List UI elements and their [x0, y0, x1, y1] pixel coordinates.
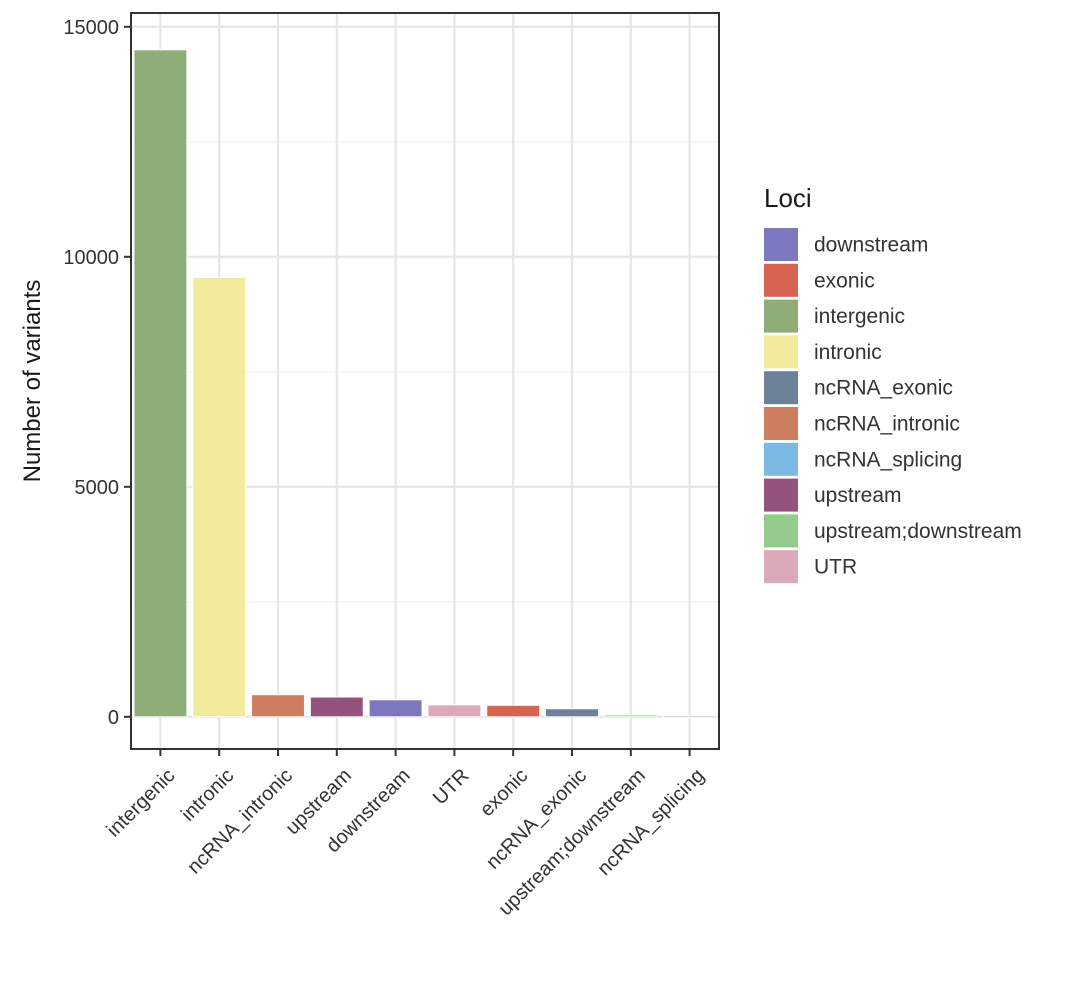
legend-label: ncRNA_exonic — [814, 377, 953, 400]
legend-key — [764, 228, 798, 261]
legend-key — [764, 407, 798, 440]
x-tick-label: intergenic — [103, 765, 180, 842]
legend-key — [764, 263, 798, 297]
legend-key — [764, 550, 798, 584]
grid-lines — [131, 13, 719, 749]
x-tick-label: exonic — [476, 765, 532, 821]
y-tick-label: 15000 — [63, 17, 119, 39]
bar-exonic — [486, 704, 541, 718]
legend-key — [764, 514, 798, 548]
bar-ncrna-intronic — [251, 694, 305, 718]
bar-upstream — [309, 696, 364, 718]
bar-utr — [427, 704, 482, 718]
bar-ncrna-exonic — [545, 708, 599, 718]
x-axis: intergenicintronicncRNA_intronicupstream… — [103, 749, 709, 920]
legend-label: downstream — [814, 234, 928, 257]
plot-border — [130, 12, 720, 750]
bar-intergenic — [133, 49, 188, 718]
legend-key — [764, 442, 798, 476]
legend-label: intronic — [814, 341, 882, 364]
x-tick-label: ncRNA_intronic — [183, 765, 297, 879]
legend-key — [764, 299, 798, 333]
legend: Loci downstream exonic intergenic intronic n… — [764, 183, 1022, 584]
legend-key — [764, 335, 798, 369]
legend-label: upstream — [814, 484, 902, 507]
y-axis-title: Number of variants — [19, 280, 46, 483]
x-tick-label: ncRNA_exonic — [482, 765, 591, 874]
bar-ncrna-splicing — [662, 715, 717, 718]
y-tick-label: 0 — [108, 707, 119, 729]
legend-label: ncRNA_splicing — [814, 448, 962, 471]
legend-key — [764, 478, 798, 512]
legend-key — [764, 371, 798, 405]
legend-label: upstream;downstream — [814, 520, 1022, 543]
y-tick-label: 5000 — [75, 477, 120, 499]
legend-label: UTR — [814, 556, 857, 579]
bar-downstream — [368, 699, 423, 718]
x-tick-label: UTR — [429, 765, 474, 810]
y-tick-label: 10000 — [63, 247, 119, 269]
bar-intronic — [192, 277, 247, 718]
legend-title: Loci — [764, 183, 812, 213]
legend-label: intergenic — [814, 305, 905, 328]
legend-label: ncRNA_intronic — [814, 413, 960, 436]
y-axis: 0 5000 10000 15000 — [63, 17, 131, 729]
x-tick-label: ncRNA_splicing — [593, 765, 708, 880]
legend-label: exonic — [814, 269, 875, 292]
bars — [133, 49, 717, 718]
bar-upstream-downstream — [603, 714, 658, 718]
